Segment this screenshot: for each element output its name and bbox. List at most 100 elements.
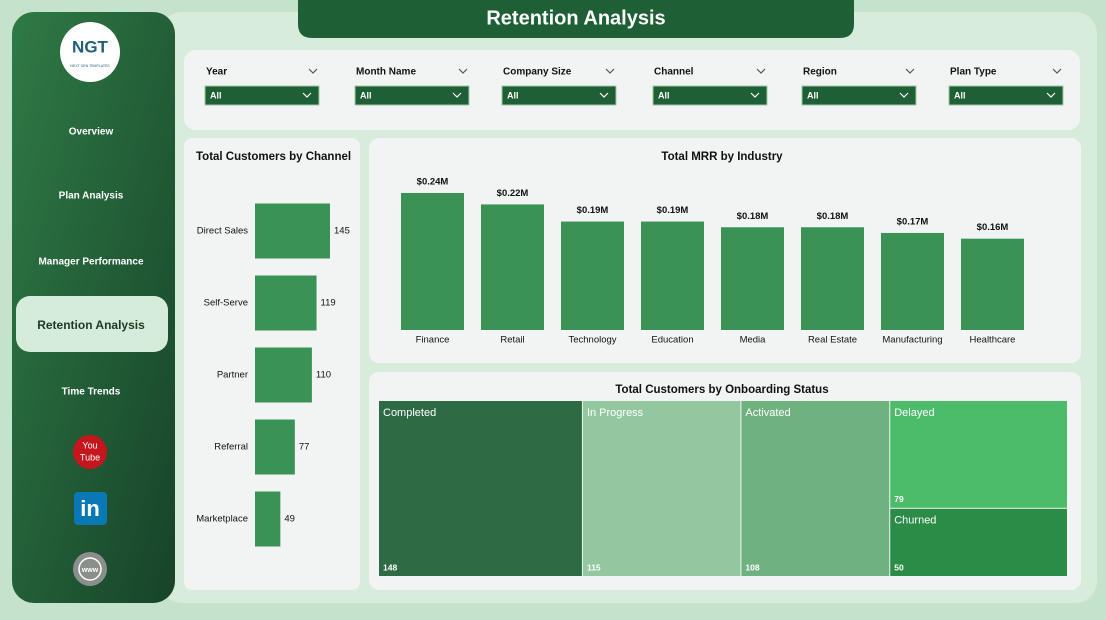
- nav-item[interactable]: Plan Analysis: [59, 191, 124, 202]
- chevron: [599, 92, 609, 98]
- treemap-label: In Progress: [587, 407, 644, 419]
- filter-label: Channel: [654, 67, 694, 78]
- web-text: www: [81, 567, 99, 574]
- bar: [801, 227, 864, 330]
- treemap-value: 79: [894, 494, 904, 504]
- youtube-icon[interactable]: [73, 435, 107, 469]
- category-label: Education: [651, 335, 693, 346]
- bar: [721, 227, 784, 330]
- filter-dropdown[interactable]: [354, 85, 470, 106]
- nav-item[interactable]: Manager Performance: [38, 257, 143, 268]
- title-banner: [298, 0, 854, 38]
- filter-card: [184, 50, 1080, 130]
- category-label: Referral: [214, 442, 248, 453]
- value-label: 145: [334, 226, 350, 237]
- filter-value: All: [360, 90, 372, 100]
- filter-label: Region: [803, 67, 837, 78]
- nav-item[interactable]: Overview: [69, 127, 114, 138]
- value-label: $0.18M: [737, 211, 769, 222]
- category-label: Healthcare: [970, 335, 1016, 346]
- nav-item[interactable]: Time Trends: [62, 387, 121, 398]
- value-label: $0.24M: [417, 177, 449, 188]
- filter-value: All: [807, 90, 819, 100]
- treemap-value: 148: [383, 562, 397, 572]
- web-icon[interactable]: [73, 552, 107, 586]
- treemap-cell: [890, 508, 1067, 576]
- bar: [255, 203, 330, 259]
- chevron: [1046, 92, 1056, 98]
- page-title: Retention Analysis: [486, 7, 665, 29]
- nav-item[interactable]: Retention Analysis: [37, 318, 145, 332]
- category-label: Media: [740, 335, 767, 346]
- category-label: Finance: [416, 335, 450, 346]
- bar: [481, 204, 544, 330]
- bar: [881, 232, 944, 330]
- chevron: [1052, 68, 1062, 74]
- linkedin-icon[interactable]: [74, 492, 107, 525]
- web-globe: [78, 557, 102, 581]
- logo: [60, 22, 120, 82]
- filter-value: All: [507, 90, 519, 100]
- filter-label: Company Size: [503, 67, 572, 78]
- category-label: Self-Serve: [204, 298, 248, 309]
- filter-dropdown[interactable]: [501, 85, 617, 106]
- chevron: [302, 92, 312, 98]
- category-label: Real Estate: [808, 335, 857, 346]
- filter-label: Plan Type: [950, 67, 997, 78]
- treemap-cell: [890, 401, 1067, 508]
- value-label: $0.17M: [897, 216, 929, 227]
- filter-value: All: [658, 90, 670, 100]
- filter-dropdown[interactable]: [204, 85, 320, 106]
- treemap-cell: [741, 401, 890, 576]
- category-label: Manufacturing: [882, 335, 942, 346]
- category-label: Technology: [568, 335, 616, 346]
- value-label: $0.19M: [577, 205, 609, 216]
- youtube-text: You: [82, 440, 97, 450]
- value-label: 119: [321, 298, 336, 309]
- bar: [641, 221, 704, 330]
- value-label: $0.16M: [977, 222, 1009, 233]
- chevron: [905, 68, 915, 74]
- filter-dropdown[interactable]: [801, 85, 917, 106]
- treemap-cell: [582, 401, 741, 576]
- bar: [561, 221, 624, 330]
- treemap-label: Activated: [745, 407, 790, 419]
- chevron: [750, 92, 760, 98]
- filter-label: Month Name: [356, 67, 416, 78]
- filter-value: All: [954, 90, 966, 100]
- value-label: $0.19M: [657, 205, 689, 216]
- bar: [255, 491, 281, 547]
- youtube-text: Tube: [80, 452, 100, 462]
- filter-label: Year: [206, 67, 227, 78]
- filter-dropdown[interactable]: [948, 85, 1064, 106]
- bar: [255, 347, 312, 403]
- bar: [255, 275, 317, 331]
- bar: [401, 193, 464, 330]
- treemap-value: 108: [745, 562, 759, 572]
- value-label: 110: [316, 370, 331, 381]
- logo-text: NGT: [72, 37, 109, 56]
- nav-active: [16, 296, 168, 352]
- value-label: $0.22M: [497, 188, 529, 199]
- filter-dropdown[interactable]: [652, 85, 768, 106]
- chevron: [899, 92, 909, 98]
- treemap-label: Delayed: [894, 407, 934, 419]
- value-label: 49: [284, 514, 295, 525]
- category-label: Marketplace: [196, 514, 248, 525]
- category-label: Direct Sales: [197, 226, 248, 237]
- bar: [961, 238, 1024, 330]
- value-label: 77: [299, 442, 310, 453]
- treemap-value: 115: [587, 562, 601, 572]
- category-label: Partner: [217, 370, 248, 381]
- chart-title: Total Customers by Onboarding Status: [615, 384, 828, 396]
- bar: [255, 419, 295, 475]
- treemap-cell: [379, 401, 582, 576]
- logo-subtitle: NEXT GEN TEMPLATES: [70, 64, 110, 68]
- linkedin-text: in: [80, 496, 100, 521]
- treemap-label: Churned: [894, 515, 936, 527]
- category-label: Retail: [500, 335, 524, 346]
- chart-title: Total MRR by Industry: [661, 151, 783, 163]
- filter-value: All: [210, 90, 222, 100]
